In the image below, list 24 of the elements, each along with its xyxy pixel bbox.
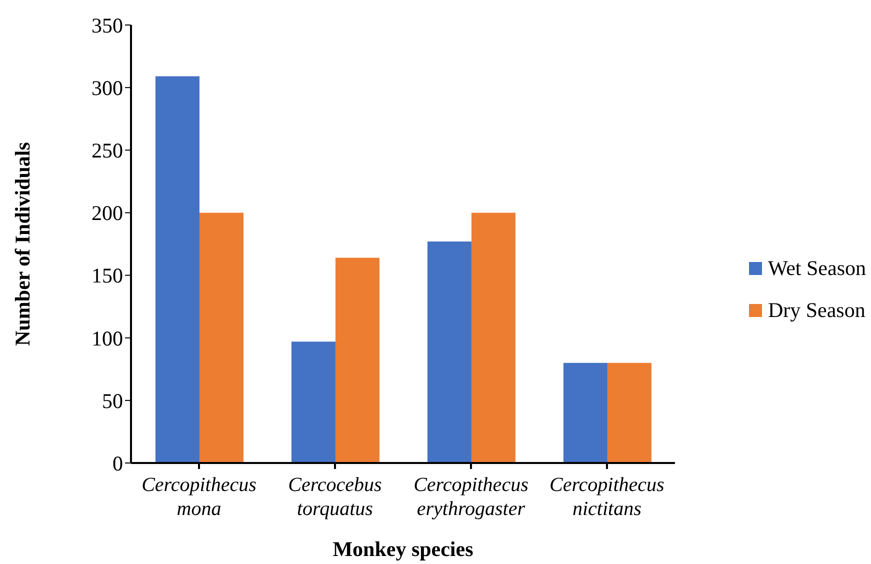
bar bbox=[291, 342, 336, 463]
y-tick-label: 350 bbox=[92, 13, 123, 38]
x-tick-label: Cercopithecus nictitans bbox=[550, 474, 665, 520]
y-tick-label: 150 bbox=[92, 264, 123, 288]
legend-label: Dry Season bbox=[768, 297, 866, 324]
x-tick-label: Cercopithecus erythrogaster bbox=[414, 474, 529, 520]
y-tick-label: 300 bbox=[92, 76, 123, 100]
bar bbox=[335, 258, 380, 463]
y-tick-label: 200 bbox=[92, 201, 123, 226]
x-tick-label: Cercocebus torquatus bbox=[288, 474, 382, 520]
bar bbox=[607, 362, 652, 463]
y-tick-label: 50 bbox=[102, 388, 123, 413]
bar bbox=[563, 362, 608, 463]
y-tick-label: 0 bbox=[112, 451, 123, 476]
legend-label: Wet Season bbox=[768, 255, 866, 282]
y-tick-label: 100 bbox=[92, 326, 123, 350]
bar bbox=[427, 241, 472, 463]
y-tick-label: 250 bbox=[92, 138, 123, 163]
x-tick-label: Cercopithecus mona bbox=[142, 474, 257, 520]
x-axis-title: Monkey species bbox=[332, 537, 474, 561]
bar bbox=[471, 212, 516, 463]
y-axis-title: Number of Individuals bbox=[10, 142, 34, 346]
bar bbox=[199, 212, 244, 463]
bar bbox=[155, 76, 200, 463]
